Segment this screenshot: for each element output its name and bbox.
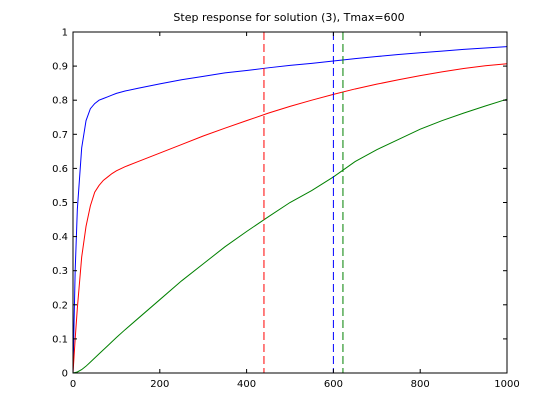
series-layer xyxy=(72,46,508,374)
chart-title: Step response for solution (3), Tmax=600 xyxy=(173,11,404,24)
y-tick-label: 0.6 xyxy=(52,164,68,175)
y-tick-label: 0 xyxy=(62,369,68,380)
x-tick-label: 600 xyxy=(324,379,343,390)
y-tick-label: 0.9 xyxy=(52,62,68,73)
x-tick-label: 200 xyxy=(150,379,169,390)
x-tick-label: 800 xyxy=(411,379,430,390)
x-tick-label: 400 xyxy=(237,379,256,390)
y-tick-label: 0.4 xyxy=(52,232,68,243)
y-tick-label: 0.1 xyxy=(52,334,68,345)
y-tick-label: 0.8 xyxy=(52,96,68,107)
y-tick-label: 0.7 xyxy=(52,130,68,141)
x-tick-label: 1000 xyxy=(494,379,519,390)
y-tick-label: 0.3 xyxy=(52,266,68,277)
y-tick-label: 1 xyxy=(62,28,68,39)
plot-frame xyxy=(72,31,508,374)
series-line-3 xyxy=(72,98,508,374)
y-tick-label: 0.2 xyxy=(52,300,68,311)
y-tick-label: 0.5 xyxy=(52,198,68,209)
series-line-2 xyxy=(72,63,508,374)
vline-layer xyxy=(263,32,344,373)
x-tick-label: 0 xyxy=(70,379,76,390)
series-line-1 xyxy=(72,46,508,374)
